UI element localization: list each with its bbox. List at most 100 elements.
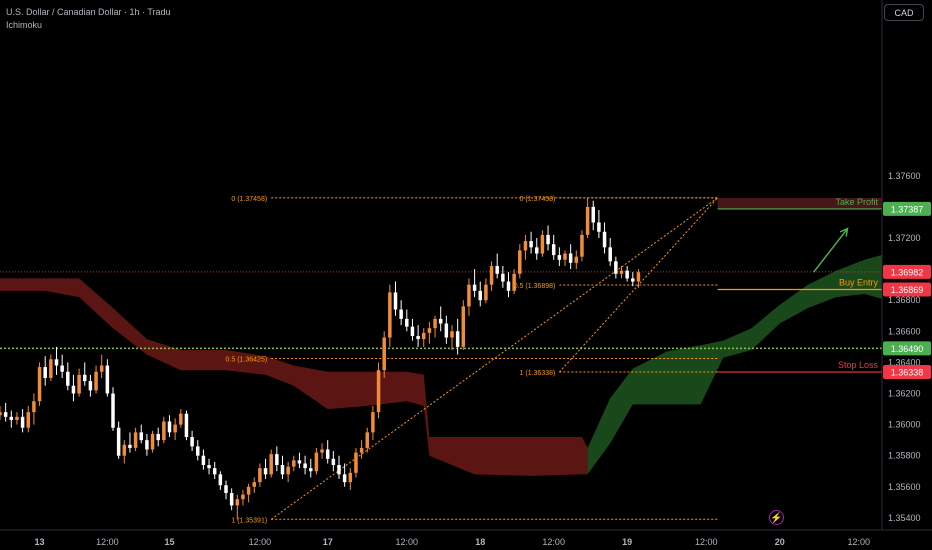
price-tick-label: 1.37200 bbox=[888, 233, 921, 243]
candle-body bbox=[258, 468, 262, 483]
candle-body bbox=[235, 499, 240, 506]
candle-body bbox=[190, 437, 194, 447]
candle-body bbox=[179, 413, 183, 425]
candle-body bbox=[568, 253, 573, 263]
candle-body bbox=[354, 452, 358, 473]
candle-body bbox=[122, 444, 127, 456]
candle-body bbox=[342, 474, 347, 483]
candle-body bbox=[320, 449, 324, 453]
price-tag-label: 1.36869 bbox=[891, 285, 924, 295]
candle-body bbox=[348, 472, 353, 483]
candle-body bbox=[331, 458, 336, 466]
price-tag-label: 1.36490 bbox=[891, 344, 924, 354]
fib1-level-label: 0.5 (1.36425) bbox=[226, 357, 268, 364]
candle-body bbox=[252, 482, 256, 487]
fib2-level-label: 0.5 (1.36898) bbox=[514, 283, 556, 290]
candle-body bbox=[20, 416, 25, 428]
candle-body bbox=[325, 449, 330, 459]
candle-body bbox=[94, 371, 98, 391]
projection-arrow bbox=[813, 228, 849, 273]
time-tick-label: 12:00 bbox=[695, 537, 718, 547]
currency-selector[interactable]: CAD bbox=[884, 4, 924, 21]
candle-body bbox=[495, 265, 499, 274]
price-tick-label: 1.36200 bbox=[888, 389, 921, 399]
ichimoku-cloud-bearish bbox=[0, 278, 588, 476]
candle-body bbox=[83, 374, 87, 382]
time-axis bbox=[0, 530, 932, 550]
candle-body bbox=[229, 493, 234, 506]
candle-body bbox=[619, 270, 624, 274]
candle-body bbox=[26, 412, 30, 428]
candle-body bbox=[66, 371, 70, 386]
price-tag bbox=[883, 365, 931, 380]
price-tick-label: 1.36600 bbox=[888, 326, 921, 336]
candle-body bbox=[9, 416, 14, 420]
candle-body bbox=[32, 401, 36, 413]
candle-body bbox=[388, 292, 392, 338]
candle-body bbox=[207, 465, 211, 469]
candle-body bbox=[529, 241, 533, 248]
candle-body bbox=[484, 284, 488, 301]
time-tick-label: 20 bbox=[775, 537, 785, 547]
candle-body bbox=[3, 412, 8, 417]
candle-body bbox=[399, 309, 403, 319]
price-tag bbox=[883, 264, 931, 279]
candle-body bbox=[167, 421, 172, 433]
price-tag bbox=[883, 341, 931, 356]
price-tag-label: 1.36982 bbox=[891, 267, 924, 277]
price-tag-label: 1.36338 bbox=[891, 368, 924, 378]
candle-body bbox=[461, 306, 466, 347]
candle-body bbox=[450, 331, 454, 338]
candle-body bbox=[105, 365, 110, 394]
candle-body bbox=[162, 421, 166, 441]
time-tick-label: 12:00 bbox=[396, 537, 419, 547]
price-tag bbox=[883, 282, 931, 297]
price-tick-label: 1.36000 bbox=[888, 420, 921, 430]
candle-body bbox=[77, 374, 81, 394]
candle-body bbox=[597, 222, 601, 232]
candle-body bbox=[241, 494, 245, 500]
price-tag bbox=[883, 201, 931, 216]
indicator-label[interactable]: Ichimoku bbox=[6, 20, 43, 30]
candle-body bbox=[303, 463, 307, 469]
take-profit-zone bbox=[717, 197, 882, 209]
candle-body bbox=[280, 465, 285, 475]
candle-body bbox=[54, 359, 59, 366]
candle-body bbox=[365, 432, 369, 448]
time-tick-label: 12:00 bbox=[96, 537, 119, 547]
candle-body bbox=[518, 250, 522, 274]
candle-body bbox=[297, 460, 302, 464]
candle-body bbox=[128, 444, 132, 448]
level-label: Buy Entry bbox=[839, 277, 879, 287]
candle-body bbox=[218, 474, 223, 486]
lightning-icon[interactable]: ⚡ bbox=[769, 510, 784, 525]
candle-body bbox=[631, 278, 635, 282]
candle-body bbox=[60, 365, 64, 372]
candle-body bbox=[585, 206, 590, 235]
candle-body bbox=[184, 413, 189, 438]
candle-body bbox=[405, 318, 409, 327]
candle-body bbox=[535, 247, 539, 254]
symbol-title[interactable]: U.S. Dollar / Canadian Dollar · 1h · Tra… bbox=[6, 7, 171, 17]
candle-body bbox=[563, 253, 567, 260]
candle-body bbox=[173, 424, 177, 433]
price-tick-label: 1.37600 bbox=[888, 171, 921, 181]
candle-body bbox=[15, 416, 19, 420]
price-tick-label: 1.36400 bbox=[888, 357, 921, 367]
candle-body bbox=[557, 255, 562, 260]
time-tick-label: 12:00 bbox=[249, 537, 272, 547]
candle-body bbox=[489, 265, 494, 285]
candle-body bbox=[139, 432, 143, 441]
candle-body bbox=[49, 359, 53, 378]
fib1-level-label: 1 (1.35391) bbox=[231, 517, 267, 524]
time-tick-label: 18 bbox=[475, 537, 485, 547]
candle-body bbox=[376, 370, 381, 413]
candle-body bbox=[444, 323, 449, 338]
candle-body bbox=[608, 247, 612, 262]
price-tag-label: 1.37387 bbox=[891, 204, 924, 214]
time-tick-label: 12:00 bbox=[848, 537, 871, 547]
candle-body bbox=[472, 284, 477, 291]
candle-body bbox=[212, 468, 217, 475]
